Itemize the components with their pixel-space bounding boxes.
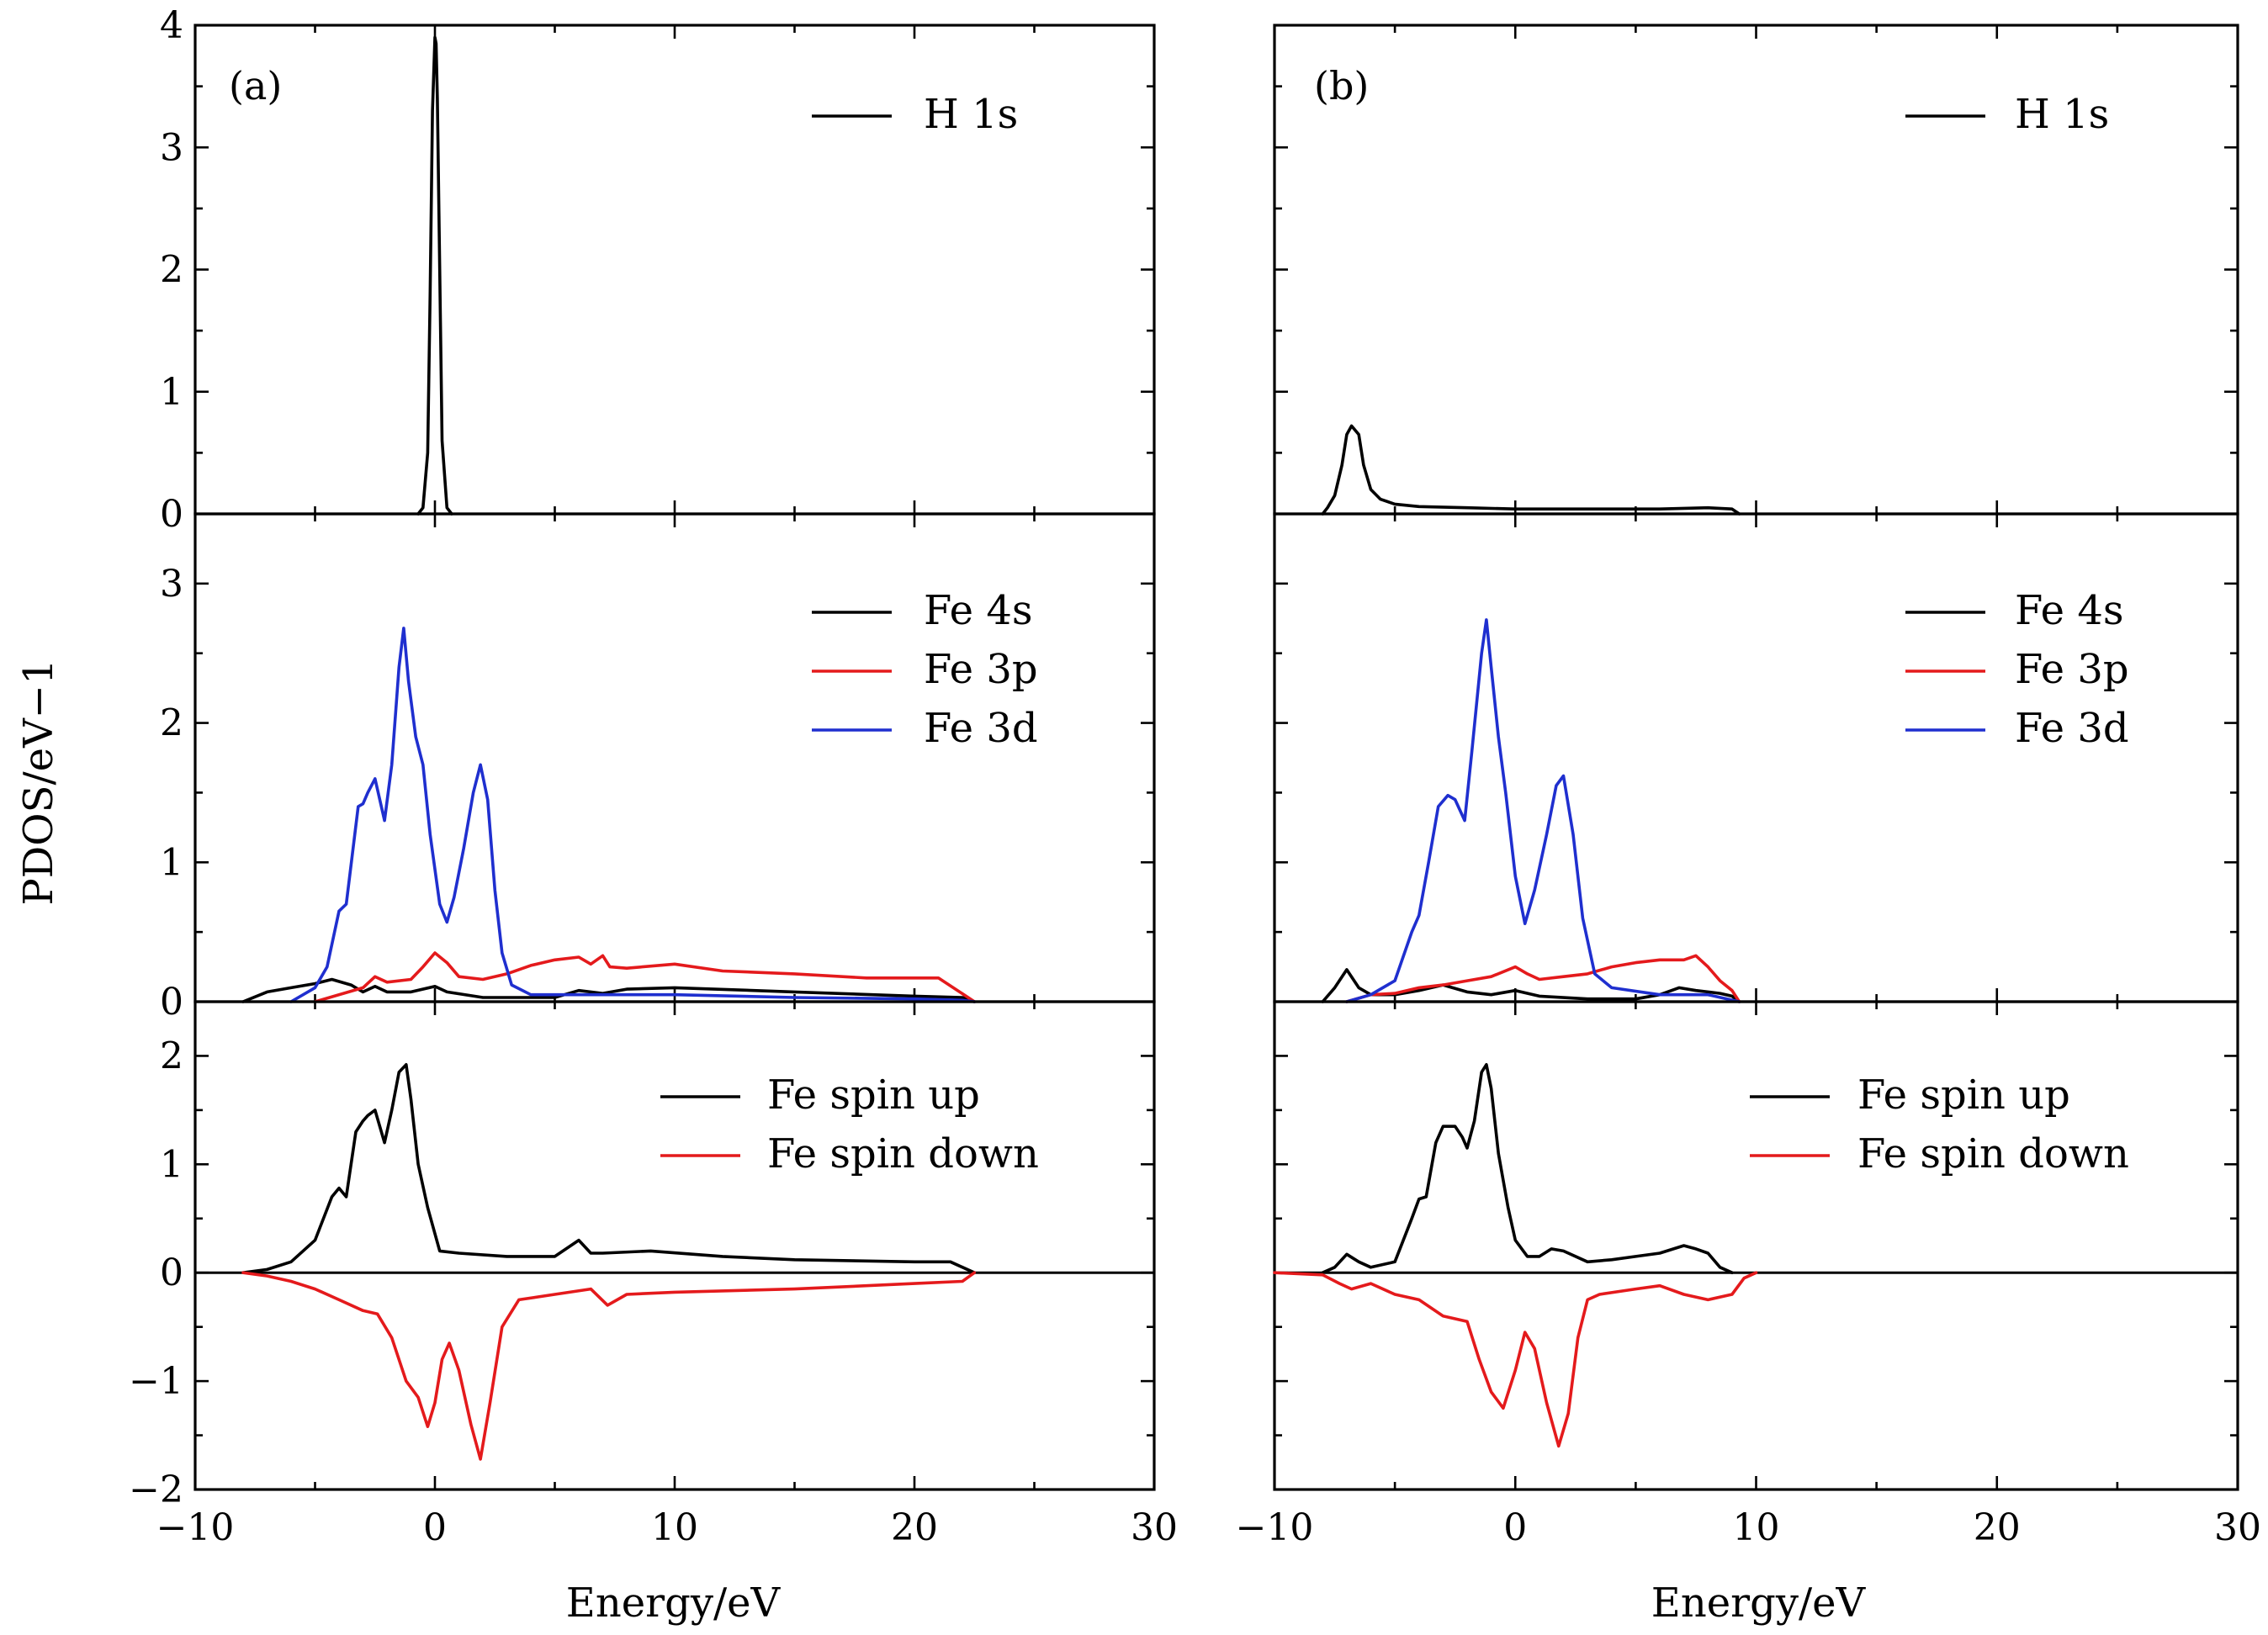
x-tick-label-b-bottom: 20 <box>1974 1506 2021 1549</box>
y-tick-label-a-top: 1 <box>160 371 183 414</box>
legend-label-a-top: H 1s <box>924 91 1018 138</box>
y-tick-label-a-top: 2 <box>160 249 183 292</box>
y-tick-label-a-bottom: −2 <box>129 1468 183 1511</box>
series-fe-spin-down-a-bottom <box>241 1271 977 1461</box>
y-tick-label-a-bottom: 1 <box>160 1143 183 1186</box>
y-tick-label-a-middle: 0 <box>160 981 183 1024</box>
subplot-a-middle: 0 1 2 3 Fe 4s Fe 3p Fe 3d <box>160 512 1156 1024</box>
panel-label-a: (a) <box>229 63 282 108</box>
y-tick-label-a-bottom: 2 <box>160 1034 183 1077</box>
x-tick-label-b-bottom: 30 <box>2214 1506 2261 1549</box>
x-tick-label-a-bottom: −10 <box>156 1506 235 1549</box>
legend-label-a-middle: Fe 3d <box>924 705 1038 752</box>
series-h-1s-b-top <box>1321 424 1741 516</box>
x-axis-title-b: Energy/eV <box>1651 1579 1867 1627</box>
legend-label-a-bottom: Fe spin up <box>767 1071 980 1119</box>
subplot-a-top: 0 1 2 3 4 H 1s <box>160 4 1156 536</box>
x-tick-label-a-bottom: 30 <box>1131 1506 1178 1549</box>
legend-label-b-middle: Fe 4s <box>2015 587 2124 634</box>
x-tick-label-a-bottom: 20 <box>891 1506 938 1549</box>
legend-label-a-middle: Fe 3p <box>924 646 1038 693</box>
y-tick-label-a-middle: 3 <box>160 563 183 606</box>
legend-label-b-bottom: Fe spin up <box>1857 1071 2070 1119</box>
y-tick-label-a-top: 0 <box>160 493 183 536</box>
y-tick-label-a-middle: 1 <box>160 841 183 884</box>
y-tick-label-a-top: 4 <box>160 4 183 47</box>
series-fe-spin-up-b-bottom <box>1321 1063 1734 1274</box>
legend-label-b-middle: Fe 3d <box>2015 705 2129 752</box>
series-fe-spin-down-b-bottom <box>1273 1271 1758 1448</box>
series-fe-4s-b-middle <box>1321 968 1741 1003</box>
series-fe-3p-a-middle <box>313 951 977 1003</box>
series-fe-spin-up-a-bottom <box>241 1063 977 1274</box>
x-tick-label-a-bottom: 10 <box>651 1506 698 1549</box>
x-tick-label-b-bottom: 0 <box>1503 1506 1527 1549</box>
panel-label-b: (b) <box>1314 63 1369 108</box>
legend-label-b-middle: Fe 3p <box>2015 646 2129 693</box>
y-tick-label-a-bottom: −1 <box>129 1360 183 1403</box>
y-tick-label-a-middle: 2 <box>160 702 183 745</box>
legend-label-a-bottom: Fe spin down <box>767 1130 1039 1177</box>
subplot-b-top: H 1s <box>1273 24 2239 516</box>
legend-label-b-top: H 1s <box>2015 91 2109 138</box>
legend-label-b-bottom: Fe spin down <box>1857 1130 2129 1177</box>
x-axis-title-a: Energy/eV <box>566 1579 782 1627</box>
y-tick-label-a-bottom: 0 <box>160 1251 183 1294</box>
y-axis-title: PDOS/eV−1 <box>15 659 62 905</box>
series-h-1s-a-top <box>416 35 453 516</box>
subplot-b-bottom: −10 0 10 20 30 Fe spin up Fe spin down <box>1236 1000 2261 1549</box>
series-fe-3p-b-middle <box>1345 954 1741 1003</box>
plot-frame-a-bottom <box>193 1000 1156 1491</box>
x-tick-label-a-bottom: 0 <box>423 1506 447 1549</box>
x-tick-label-b-bottom: 10 <box>1733 1506 1780 1549</box>
subplot-b-middle: Fe 4s Fe 3p Fe 3d <box>1273 512 2239 1003</box>
legend-label-a-middle: Fe 4s <box>924 587 1033 634</box>
y-tick-label-a-top: 3 <box>160 126 183 169</box>
plot-frame-b-bottom <box>1273 1000 2239 1491</box>
series-fe-3d-b-middle <box>1345 618 1741 1003</box>
series-fe-3d-a-middle <box>289 627 977 1003</box>
series-fe-4s-a-middle <box>241 977 977 1003</box>
x-tick-label-b-bottom: −10 <box>1236 1506 1314 1549</box>
